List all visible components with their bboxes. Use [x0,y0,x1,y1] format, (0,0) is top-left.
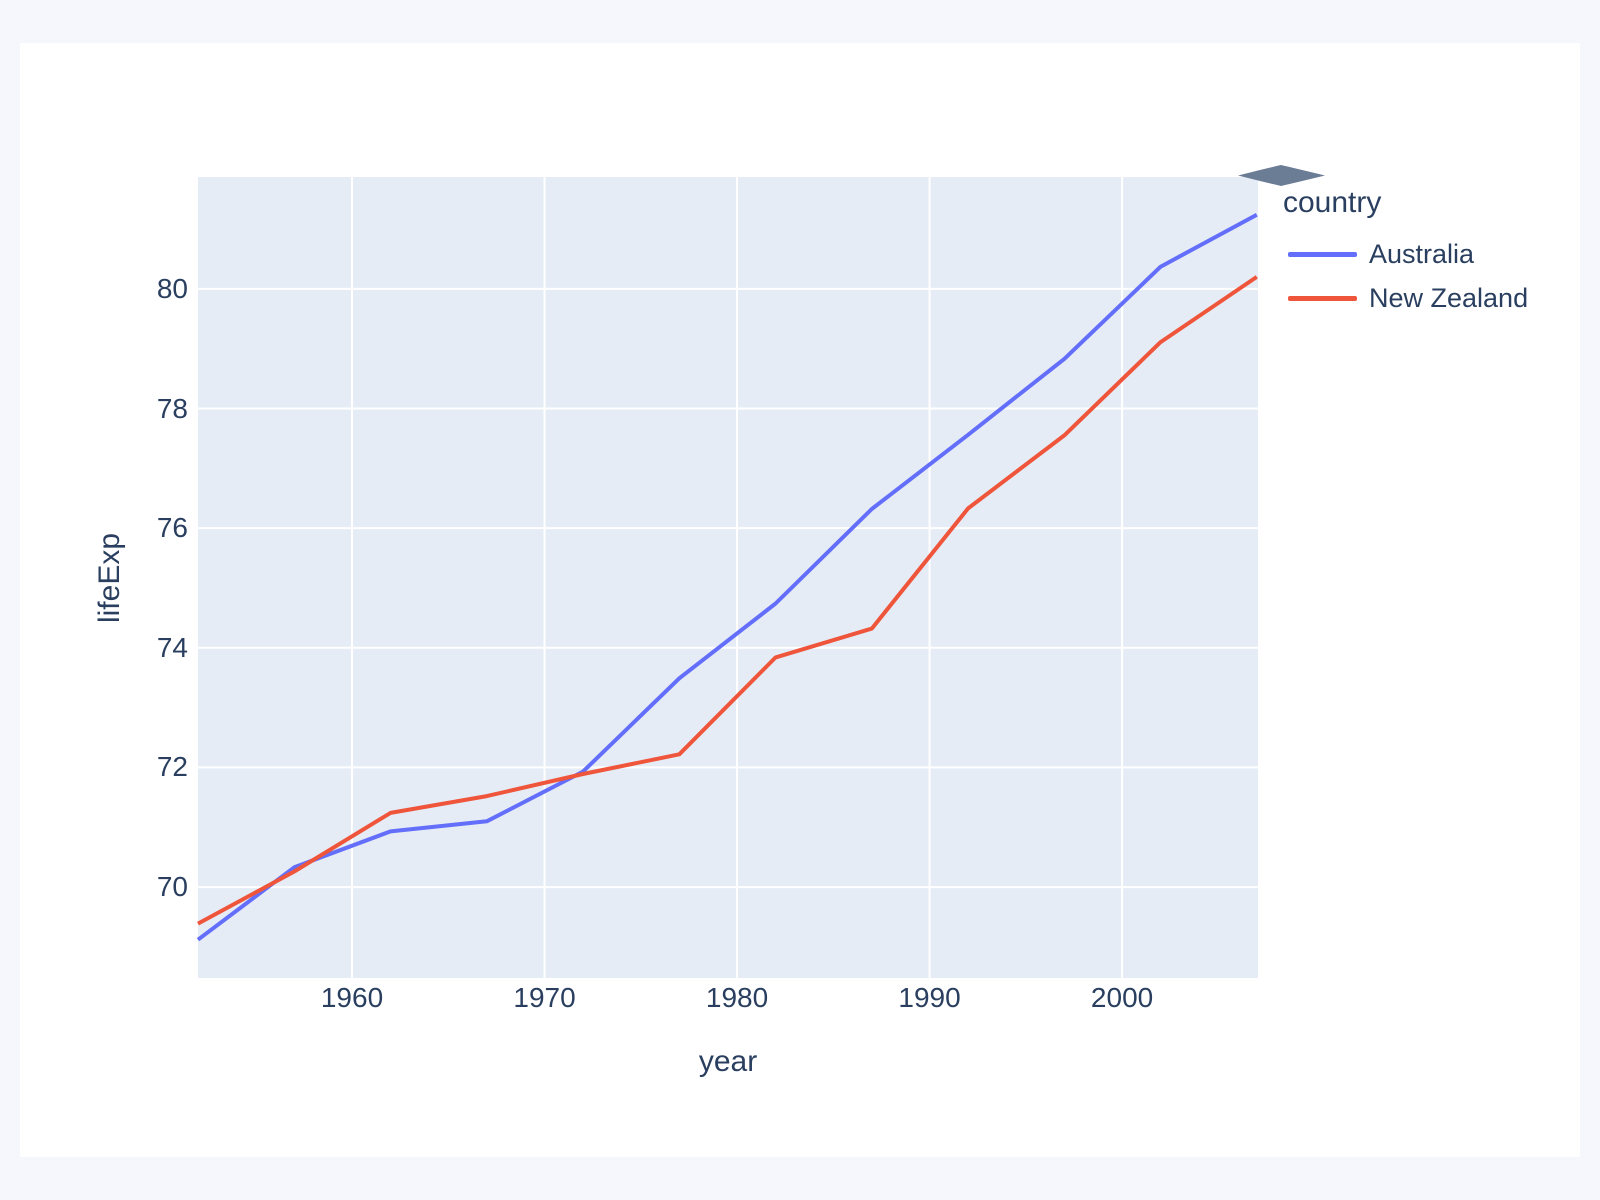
plot-area[interactable] [198,177,1258,978]
diamond-decoration [1238,165,1325,186]
series-line-australia[interactable] [196,212,1258,942]
series-line-new-zealand[interactable] [197,275,1258,926]
